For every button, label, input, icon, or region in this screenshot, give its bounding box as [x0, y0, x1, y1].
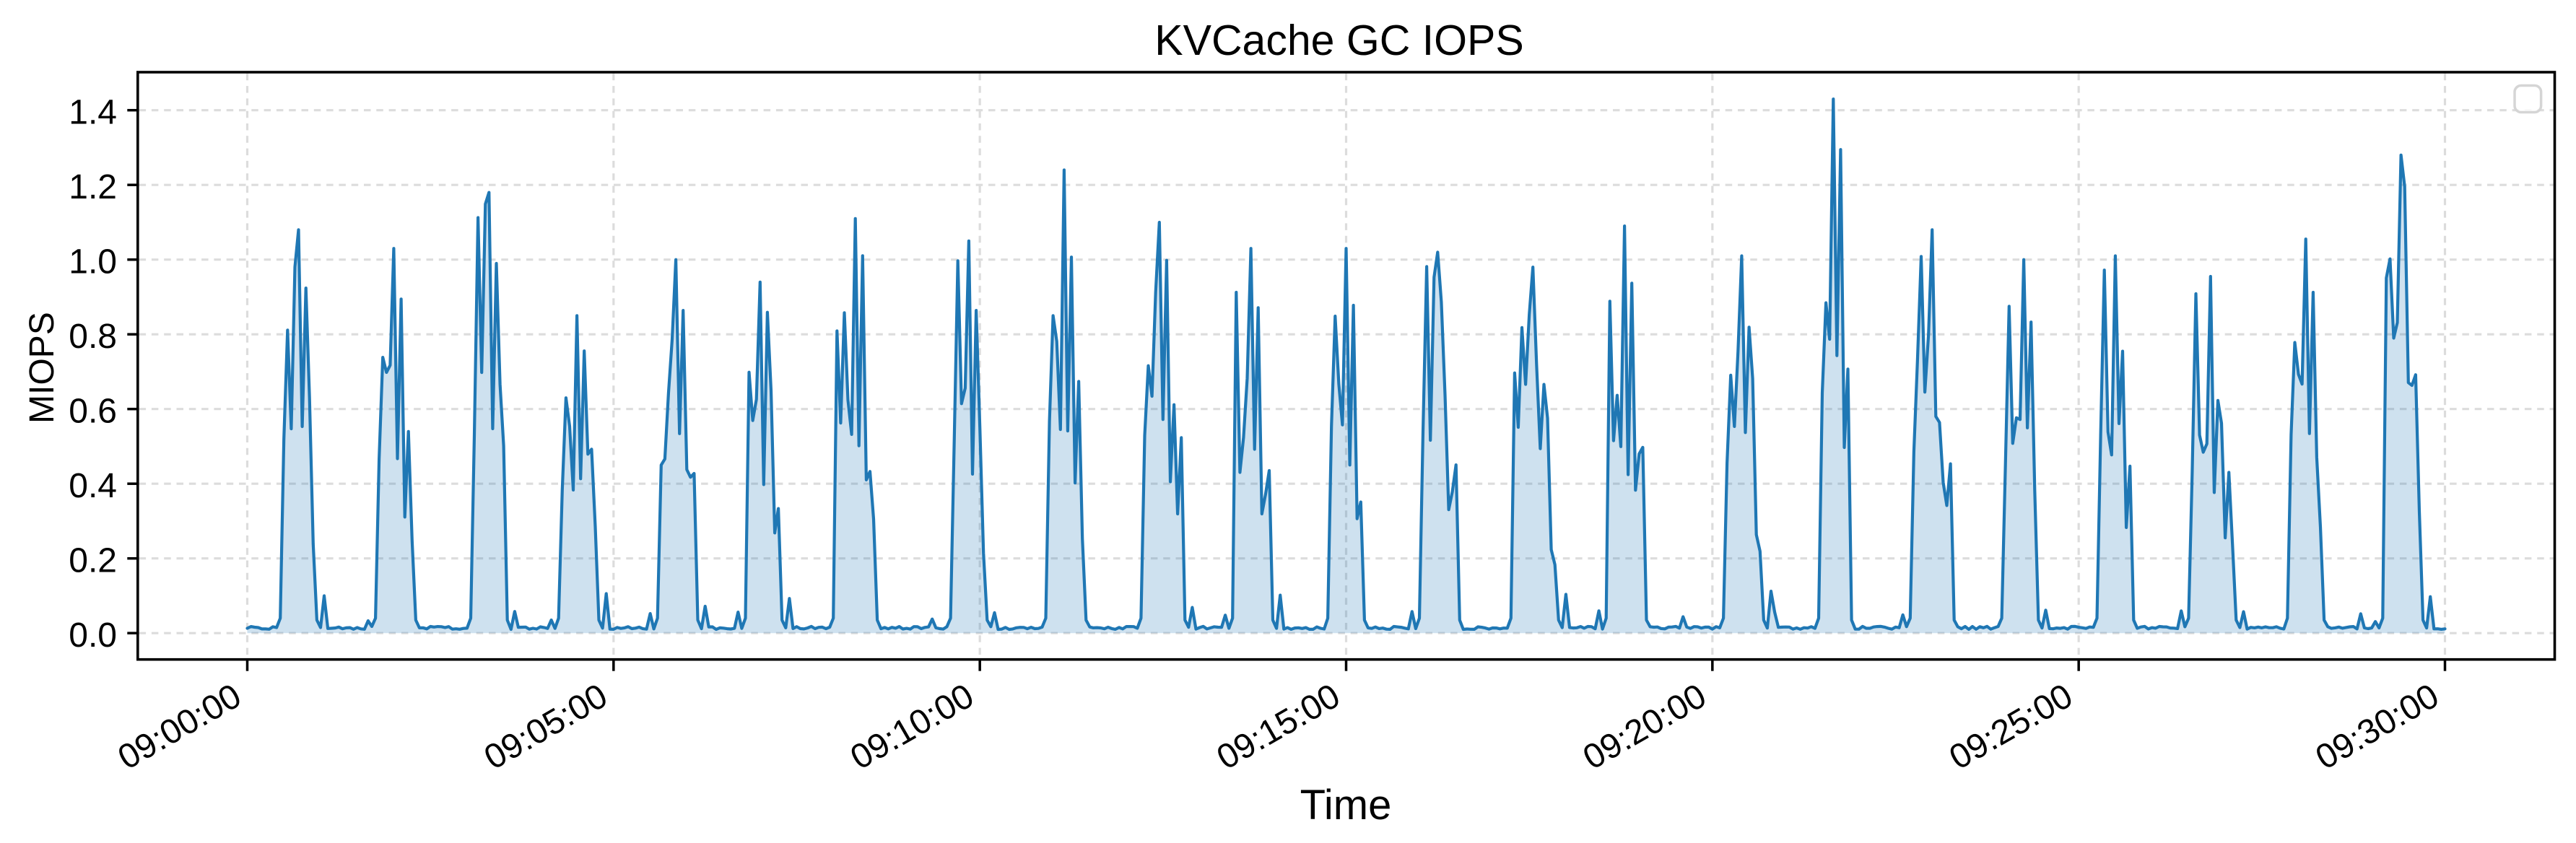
svg-text:1.4: 1.4	[69, 94, 117, 132]
svg-text:0.2: 0.2	[69, 542, 117, 580]
svg-text:0.0: 0.0	[69, 616, 117, 655]
svg-text:0.6: 0.6	[69, 393, 117, 431]
svg-text:1.0: 1.0	[69, 243, 117, 281]
svg-text:1.2: 1.2	[69, 168, 117, 206]
svg-text:0.4: 0.4	[69, 467, 117, 505]
svg-text:0.8: 0.8	[69, 318, 117, 356]
svg-text:KVCache GC IOPS: KVCache GC IOPS	[1154, 17, 1524, 64]
svg-text:MIOPS: MIOPS	[23, 312, 61, 424]
svg-text:Time: Time	[1300, 782, 1392, 829]
